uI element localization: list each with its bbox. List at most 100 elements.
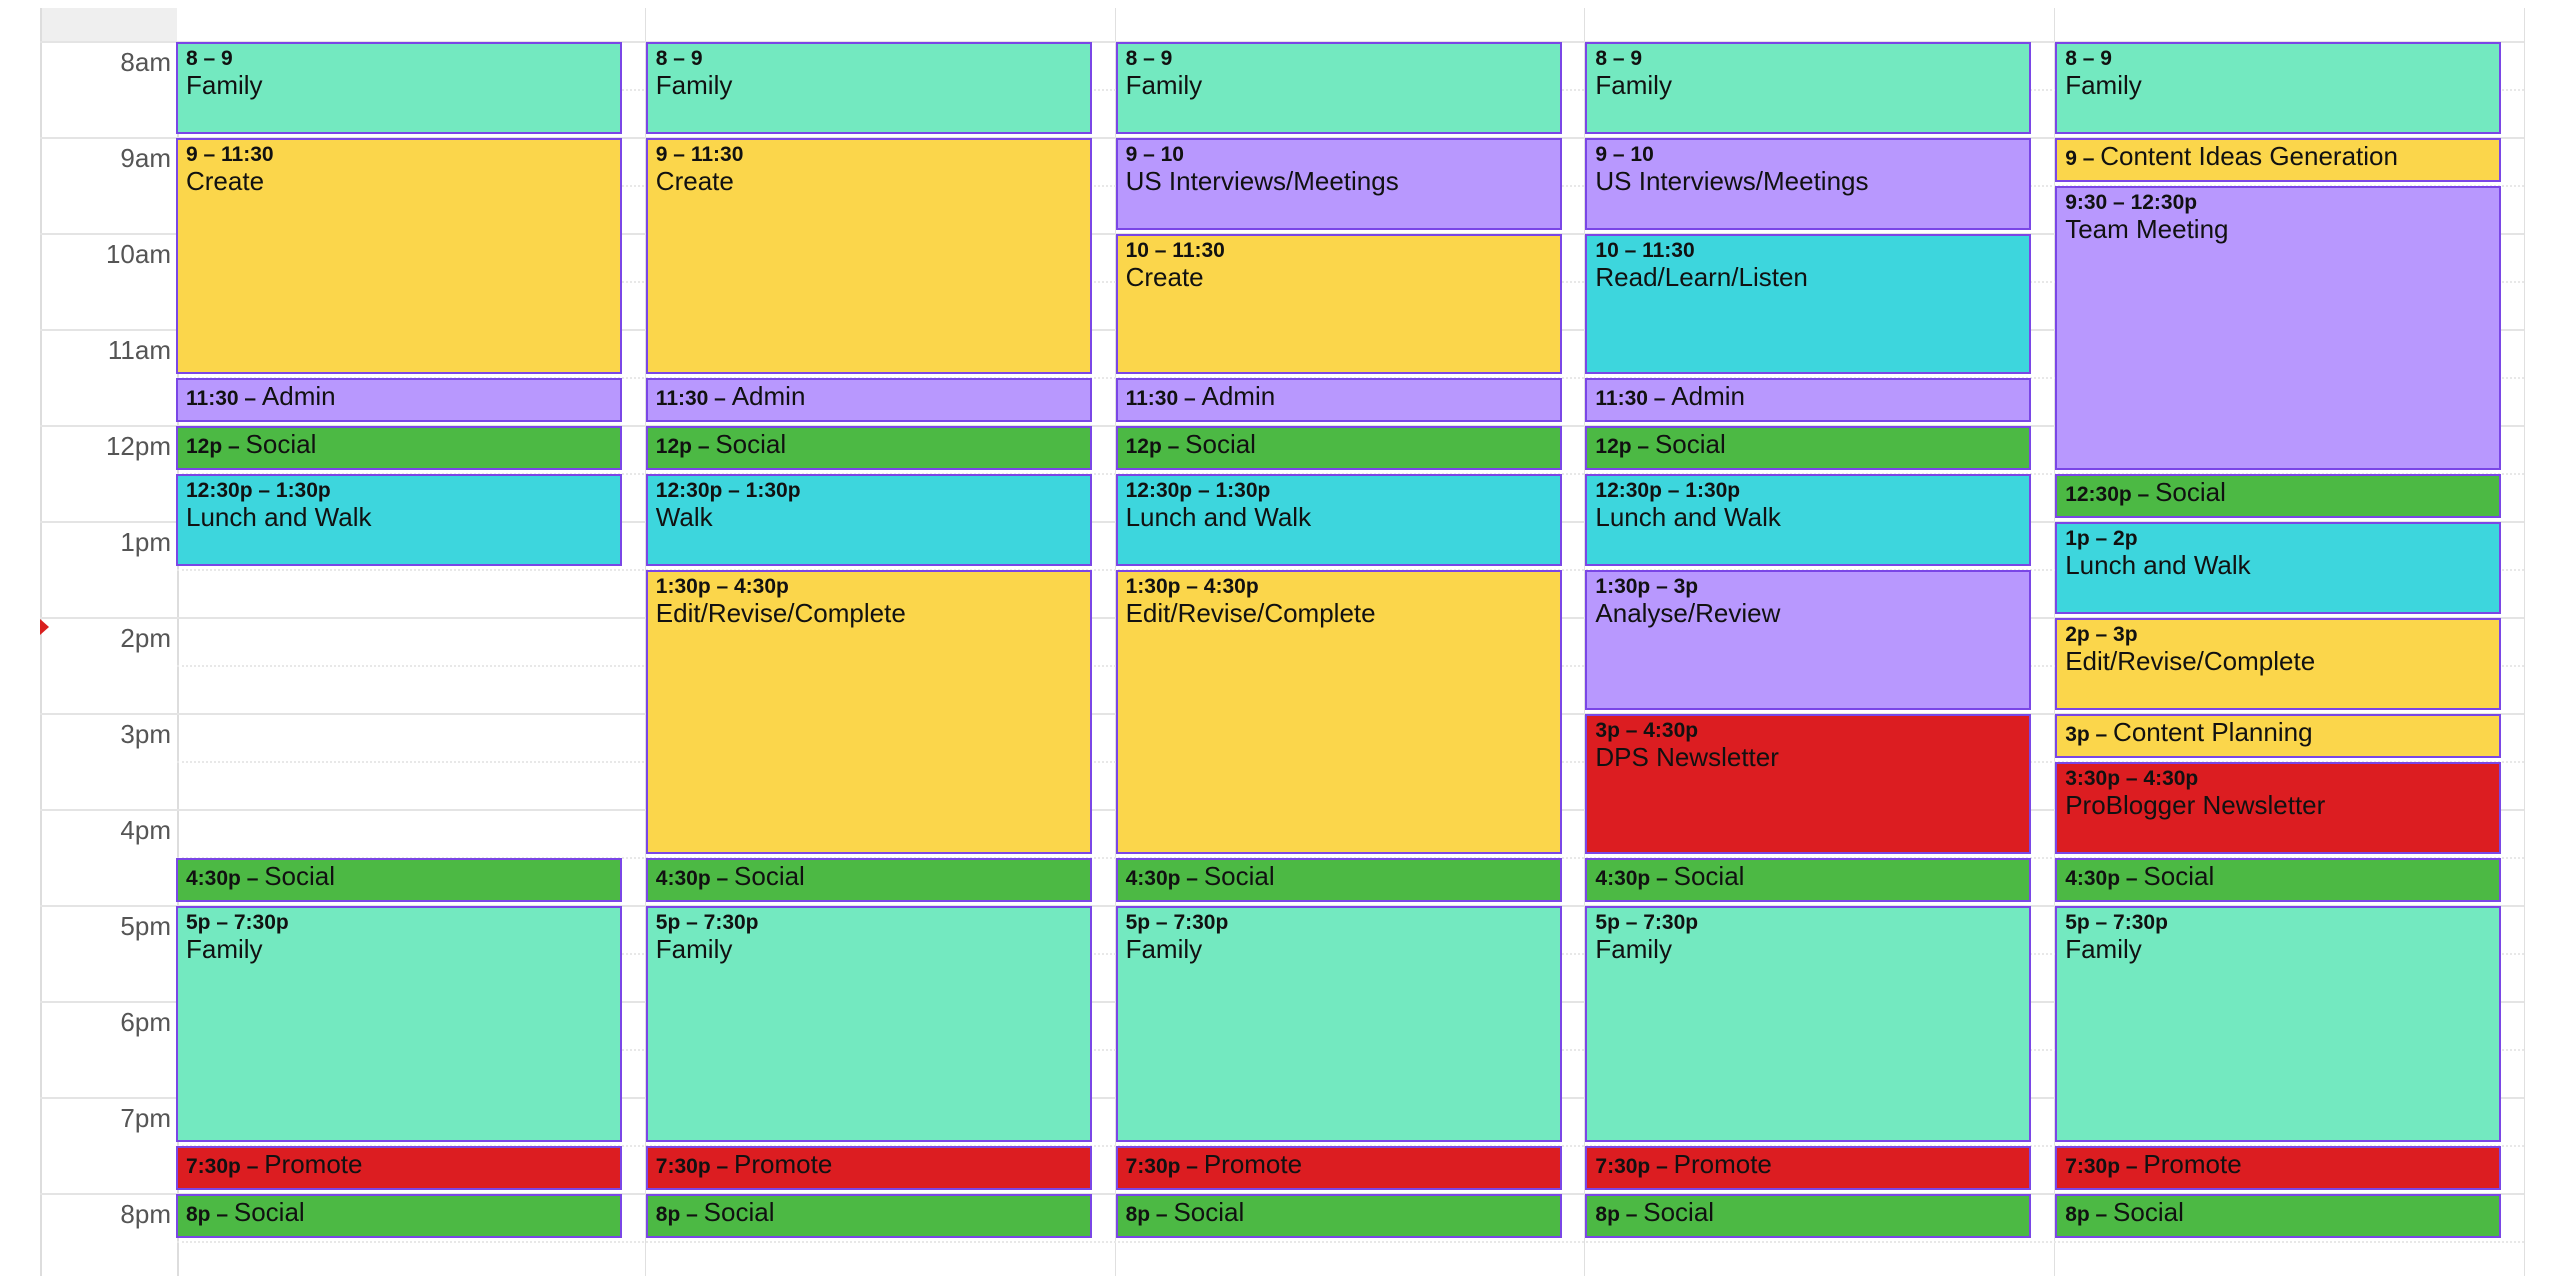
event-time: 12:30p – 1:30p (655, 479, 801, 502)
event-title: Content Ideas Generation (2100, 141, 2398, 171)
calendar-event[interactable]: 12p – Social (1585, 426, 2032, 470)
calendar-event[interactable]: 8p – Social (645, 1194, 1092, 1238)
calendar-event[interactable]: 11:30 – Admin (176, 378, 622, 422)
calendar-event[interactable]: 7:30p – Promote (1585, 1146, 2032, 1190)
calendar-event[interactable]: 8p – Social (1585, 1194, 2032, 1238)
calendar-event[interactable]: 10 – 11:30 Read/Learn/Listen (1585, 234, 2032, 374)
calendar-event[interactable]: 12:30p – 1:30p Lunch and Walk (1585, 474, 2032, 566)
calendar-event[interactable]: 3p – Content Planning (2055, 714, 2502, 758)
event-title: US Interviews/Meetings (1595, 166, 1869, 196)
calendar-event[interactable]: 8p – Social (1115, 1194, 1562, 1238)
event-time: 8 – 9 (2065, 47, 2112, 70)
event-title: Promote (1203, 1149, 1303, 1179)
event-time: 8 – 9 (655, 47, 703, 70)
calendar-event[interactable]: 11:30 – Admin (1585, 378, 2032, 422)
hour-label: 9am (120, 143, 171, 173)
calendar-event[interactable]: 12p – Social (1115, 426, 1562, 470)
hour-label: 8pm (120, 1199, 171, 1229)
event-title: Walk (655, 502, 713, 532)
event-title: Admin (731, 381, 806, 411)
event-time: 5p – 7:30p (2065, 911, 2168, 934)
calendar-event[interactable]: 12:30p – 1:30p Lunch and Walk (176, 474, 622, 566)
calendar-event[interactable]: 11:30 – Admin (645, 378, 1092, 422)
calendar-event[interactable]: 12:30p – Social (2055, 474, 2502, 518)
event-time: 8 – 9 (1595, 47, 1643, 70)
calendar-event[interactable]: 8 – 9 Family (2055, 42, 2502, 134)
event-title: Family (655, 70, 733, 100)
calendar-event[interactable]: 11:30 – Admin (1115, 378, 1562, 422)
event-title: Family (2065, 934, 2142, 964)
event-title: Create (655, 166, 734, 196)
calendar-event[interactable]: 1:30p – 4:30p Edit/Revise/Complete (1115, 570, 1562, 854)
event-title: Promote (2143, 1149, 2242, 1179)
calendar-event[interactable]: 7:30p – Promote (2055, 1146, 2502, 1190)
event-time: 3p – (2065, 723, 2114, 746)
calendar-event[interactable]: 9 – Content Ideas Generation (2055, 138, 2502, 182)
calendar-event[interactable]: 9 – 10 US Interviews/Meetings (1585, 138, 2032, 230)
calendar-event[interactable]: 3:30p – 4:30p ProBlogger Newsletter (2055, 762, 2502, 854)
calendar-event[interactable]: 8p – Social (176, 1194, 622, 1238)
calendar-event[interactable]: 5p – 7:30p Family (176, 906, 622, 1142)
calendar-event[interactable]: 4:30p – Social (2055, 858, 2502, 902)
event-title: ProBlogger Newsletter (2065, 790, 2326, 820)
day-column[interactable] (1115, 8, 1586, 1276)
calendar-event[interactable]: 8 – 9 Family (176, 42, 622, 134)
calendar-event[interactable]: 4:30p – Social (176, 858, 622, 902)
calendar-event[interactable]: 5p – 7:30p Family (645, 906, 1092, 1142)
calendar-event[interactable]: 7:30p – Promote (176, 1146, 622, 1190)
day-column[interactable] (175, 8, 646, 1276)
day-column[interactable] (2054, 8, 2525, 1276)
event-title: Family (1125, 934, 1203, 964)
calendar-event[interactable]: 1:30p – 3p Analyse/Review (1585, 570, 2032, 710)
calendar-event[interactable]: 12p – Social (176, 426, 622, 470)
event-title: Edit/Revise/Complete (2065, 646, 2316, 676)
event-title: Admin (261, 381, 336, 411)
calendar-event[interactable]: 1:30p – 4:30p Edit/Revise/Complete (645, 570, 1092, 854)
calendar-event[interactable]: 5p – 7:30p Family (1585, 906, 2032, 1142)
event-title: Social (703, 1197, 775, 1227)
hour-label: 7pm (120, 1103, 171, 1133)
event-time: 12:30p – 1:30p (1595, 479, 1741, 502)
calendar-event[interactable]: 8 – 9 Family (1585, 42, 2032, 134)
calendar-event[interactable]: 8 – 9 Family (1115, 42, 1562, 134)
calendar-event[interactable]: 12:30p – 1:30p Walk (645, 474, 1092, 566)
event-time: 1:30p – 4:30p (655, 575, 789, 598)
calendar-event[interactable]: 4:30p – Social (645, 858, 1092, 902)
header-corner (40, 8, 177, 41)
calendar-event[interactable]: 4:30p – Social (1115, 858, 1562, 902)
event-title: Lunch and Walk (1595, 502, 1781, 532)
event-time: 1p – 2p (2065, 527, 2138, 550)
event-title: Edit/Revise/Complete (1125, 598, 1376, 628)
calendar-event[interactable]: 5p – 7:30p Family (1115, 906, 1562, 1142)
calendar-event[interactable]: 9 – 10 US Interviews/Meetings (1115, 138, 1562, 230)
event-title: Lunch and Walk (2065, 550, 2251, 580)
calendar-event[interactable]: 12p – Social (645, 426, 1092, 470)
event-time: 11:30 – (655, 387, 732, 410)
calendar-event[interactable]: 2p – 3p Edit/Revise/Complete (2055, 618, 2502, 710)
day-column[interactable] (645, 8, 1116, 1276)
event-time: 9 – 11:30 (655, 143, 744, 166)
day-column[interactable] (1584, 8, 2056, 1276)
event-time: 7:30p – (655, 1155, 735, 1178)
event-title: Family (655, 934, 733, 964)
calendar-event[interactable]: 3p – 4:30p DPS Newsletter (1585, 714, 2032, 854)
calendar-event[interactable]: 1p – 2p Lunch and Walk (2055, 522, 2502, 614)
event-time: 2p – 3p (2065, 623, 2138, 646)
event-time: 1:30p – 3p (1595, 575, 1699, 598)
event-time: 12:30p – 1:30p (186, 479, 331, 502)
calendar-event[interactable]: 8p – Social (2055, 1194, 2502, 1238)
event-title: Social (233, 1197, 305, 1227)
calendar-event[interactable]: 8 – 9 Family (645, 42, 1092, 134)
calendar-event[interactable]: 9 – 11:30 Create (645, 138, 1092, 374)
event-title: Create (186, 166, 265, 196)
event-time: 7:30p – (186, 1155, 265, 1178)
calendar-event[interactable]: 7:30p – Promote (645, 1146, 1092, 1190)
event-time: 3p – 4:30p (1595, 719, 1699, 742)
calendar-event[interactable]: 10 – 11:30 Create (1115, 234, 1562, 374)
calendar-event[interactable]: 5p – 7:30p Family (2055, 906, 2502, 1142)
calendar-event[interactable]: 4:30p – Social (1585, 858, 2032, 902)
calendar-event[interactable]: 12:30p – 1:30p Lunch and Walk (1115, 474, 1562, 566)
calendar-event[interactable]: 7:30p – Promote (1115, 1146, 1562, 1190)
calendar-event[interactable]: 9 – 11:30 Create (176, 138, 622, 374)
calendar-event[interactable]: 9:30 – 12:30p Team Meeting (2055, 186, 2502, 470)
